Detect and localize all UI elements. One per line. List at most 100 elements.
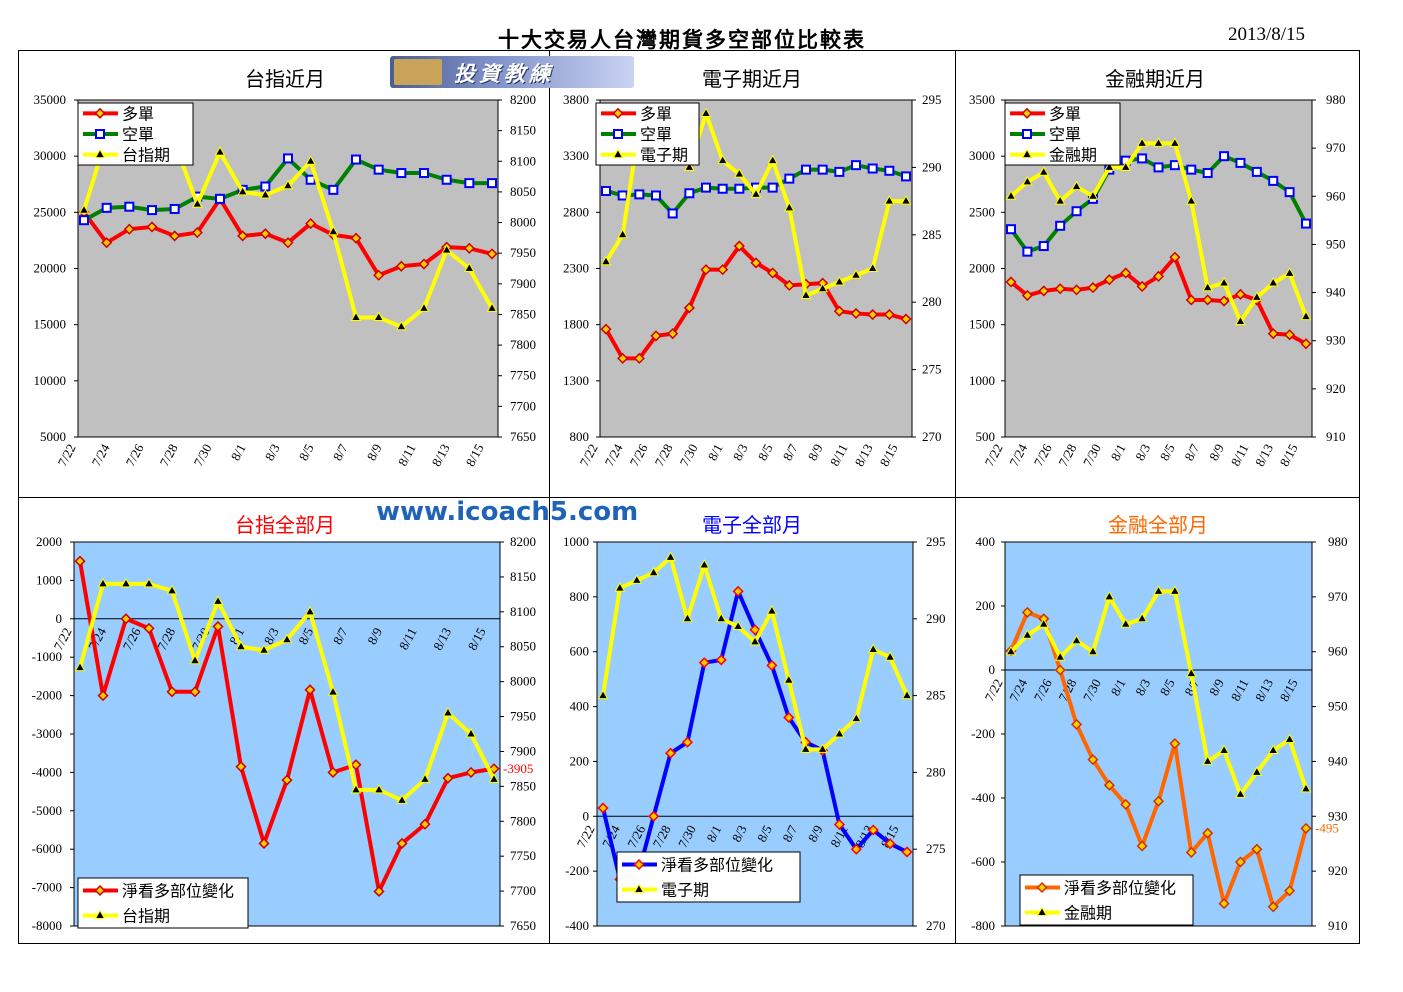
data-point xyxy=(1021,606,1033,618)
y-right-tick-label: 295 xyxy=(922,92,942,107)
data-point xyxy=(783,674,795,684)
chart-title: 台指近月 xyxy=(245,68,325,91)
data-point xyxy=(634,189,645,200)
data-point xyxy=(191,226,203,239)
data-point xyxy=(463,262,475,272)
series-多單 xyxy=(600,240,912,364)
data-point xyxy=(1137,153,1148,164)
data-point xyxy=(1087,282,1099,294)
y-right-tick-label: 910 xyxy=(1328,918,1348,933)
data-point xyxy=(717,264,729,276)
data-point xyxy=(1087,754,1099,766)
data-point xyxy=(1267,328,1279,340)
y-left-tick-label: 3300 xyxy=(563,148,589,163)
brand-photo-icon xyxy=(394,59,442,85)
y-right-tick-label: 7800 xyxy=(510,337,536,352)
x-tick-label: 8/1 xyxy=(1108,441,1129,463)
legend-marker xyxy=(612,107,624,119)
data-point xyxy=(350,311,362,322)
y-right-tick-label: 280 xyxy=(926,764,946,779)
data-point xyxy=(1054,283,1066,295)
legend-label: 電子期 xyxy=(661,882,709,900)
legend-marker xyxy=(633,883,645,893)
data-point xyxy=(651,190,661,201)
legend-label: 多單 xyxy=(640,105,672,123)
data-point xyxy=(749,624,761,636)
data-point xyxy=(486,302,498,312)
x-tick-label: 7/24 xyxy=(1006,441,1030,469)
data-point xyxy=(1038,285,1050,297)
data-point xyxy=(1202,168,1213,179)
data-point xyxy=(166,686,178,698)
y-right-tick-label: 920 xyxy=(1326,381,1346,396)
y-left-tick-label: -200 xyxy=(565,863,589,878)
legend-marker xyxy=(1021,107,1033,119)
x-tick-label: 8/5 xyxy=(295,625,316,647)
data-point xyxy=(395,260,407,272)
y-right-tick-label: 950 xyxy=(1328,699,1348,714)
legend-marker xyxy=(1022,129,1032,139)
series-淨看多部位變化 xyxy=(74,555,500,898)
data-point xyxy=(191,198,203,208)
data-point xyxy=(189,654,201,665)
legend-label: 台指期 xyxy=(122,908,170,926)
y-left-tick-label: 200 xyxy=(976,598,996,613)
y-left-tick-label: 25000 xyxy=(34,204,67,219)
data-point xyxy=(833,305,845,317)
x-tick-label: 8/9 xyxy=(1206,441,1227,463)
y-right-tick-label: 7900 xyxy=(510,743,536,758)
data-point xyxy=(784,173,795,184)
x-tick-label: 8/7 xyxy=(330,441,351,463)
data-point xyxy=(1087,645,1099,656)
data-point xyxy=(1251,166,1262,177)
y-right-tick-label: 7750 xyxy=(510,368,536,383)
data-point xyxy=(1136,280,1148,293)
y-right-tick-label: 285 xyxy=(922,227,942,242)
data-point xyxy=(1300,822,1312,834)
y-right-tick-label: 275 xyxy=(922,362,942,377)
data-point xyxy=(883,195,895,205)
data-point xyxy=(101,202,112,213)
data-point xyxy=(734,183,745,194)
legend-marker xyxy=(1036,881,1048,894)
y-left-tick-label: 35000 xyxy=(34,92,67,107)
data-point xyxy=(1301,218,1311,229)
data-point xyxy=(1136,137,1148,147)
x-tick-label: 7/22 xyxy=(982,676,1006,703)
data-point xyxy=(665,551,676,561)
data-point xyxy=(900,195,912,205)
y-right-tick-label: 8100 xyxy=(510,153,536,168)
y-left-tick-label: 800 xyxy=(570,429,590,444)
data-point xyxy=(78,204,90,214)
y-left-tick-label: -400 xyxy=(971,790,995,805)
data-point xyxy=(850,269,862,279)
site-url[interactable]: www.icoach5.com xyxy=(376,497,639,527)
data-point xyxy=(884,651,896,661)
x-tick-label: 8/9 xyxy=(364,625,385,647)
data-point xyxy=(1038,166,1050,176)
y-left-tick-label: 0 xyxy=(989,662,996,677)
y-right-tick-label: 930 xyxy=(1326,333,1346,348)
legend-label: 金融期 xyxy=(1049,147,1097,165)
y-left-tick-label: 0 xyxy=(56,611,63,626)
data-point xyxy=(850,843,862,855)
y-right-tick-label: 960 xyxy=(1326,188,1346,203)
y-left-tick-label: 1800 xyxy=(563,317,589,332)
grid-divider-left xyxy=(549,50,550,944)
data-point xyxy=(442,772,454,784)
y-left-tick-label: 1000 xyxy=(969,373,995,388)
data-point xyxy=(1268,175,1279,186)
data-point xyxy=(486,248,498,260)
data-point xyxy=(867,262,879,272)
data-point xyxy=(617,352,629,364)
data-point xyxy=(1153,585,1164,595)
y-left-tick-label: 1300 xyxy=(563,373,589,388)
legend-marker xyxy=(1021,148,1033,159)
x-tick-label: 8/9 xyxy=(1206,676,1227,698)
y-right-tick-label: 7650 xyxy=(510,918,536,933)
chart-5: 電子全部月 -400 -200 0 200 400 600 800 1000 270 275 280 2… xyxy=(563,514,946,933)
data-point xyxy=(419,168,429,179)
data-point xyxy=(1202,827,1214,839)
data-point xyxy=(464,178,475,189)
y-right-tick-label: 290 xyxy=(926,611,946,626)
